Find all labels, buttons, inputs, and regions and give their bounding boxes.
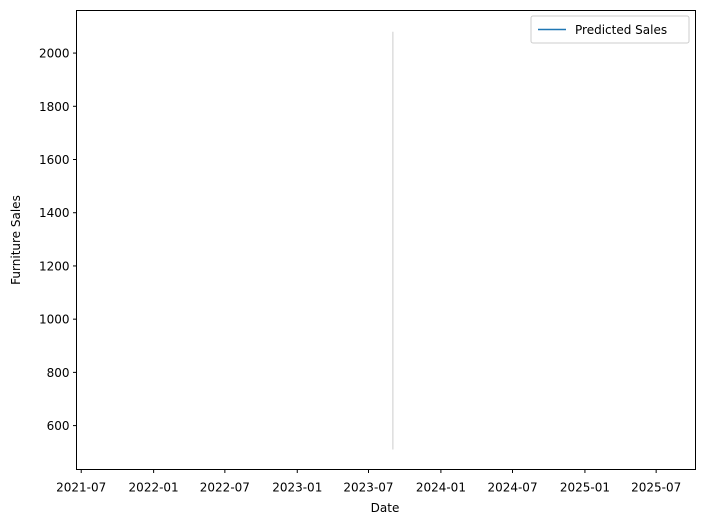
legend-label-predicted-sales: Predicted Sales bbox=[575, 23, 667, 37]
x-tick-label: 2024-01 bbox=[416, 481, 466, 495]
y-tick-label: 1400 bbox=[39, 206, 70, 220]
x-tick-label: 2024-07 bbox=[487, 481, 537, 495]
x-tick-label: 2025-07 bbox=[631, 481, 681, 495]
plot-area-frame bbox=[76, 10, 696, 470]
x-axis: 2021-07 2022-01 2022-07 2023-01 2023-07 2024-… bbox=[56, 469, 681, 495]
y-tick-label: 2000 bbox=[39, 47, 70, 61]
x-tick-label: 2023-01 bbox=[272, 481, 322, 495]
x-tick-label: 2023-07 bbox=[343, 481, 393, 495]
y-tick-label: 1600 bbox=[39, 153, 70, 167]
x-tick-label: 2022-07 bbox=[200, 481, 250, 495]
y-tick-label: 1000 bbox=[39, 313, 70, 327]
x-tick-label: 2021-07 bbox=[56, 481, 106, 495]
legend: Predicted Sales bbox=[530, 15, 690, 44]
x-tick-label: 2025-01 bbox=[560, 481, 610, 495]
y-axis-label: Furniture Sales bbox=[9, 195, 23, 285]
y-tick-label: 800 bbox=[47, 366, 70, 380]
x-axis-label: Date bbox=[371, 501, 400, 515]
legend-box bbox=[530, 15, 690, 44]
x-tick-label: 2022-01 bbox=[129, 481, 179, 495]
y-tick-label: 1800 bbox=[39, 100, 70, 114]
y-tick-label: 600 bbox=[47, 419, 70, 433]
y-tick-label: 1200 bbox=[39, 259, 70, 273]
y-axis: 600 800 1000 1200 1400 1600 1800 2000 bbox=[39, 47, 77, 433]
